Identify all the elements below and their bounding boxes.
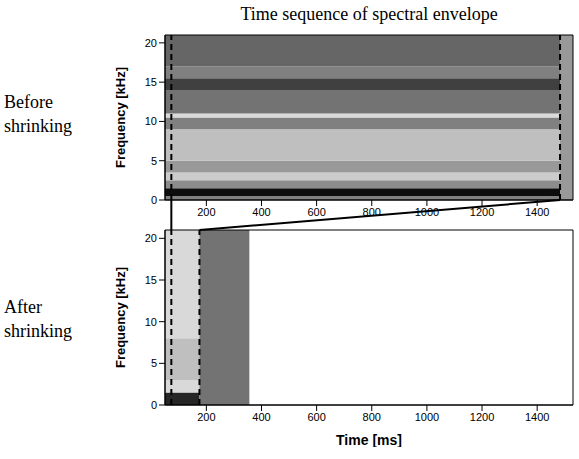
html-text:After shrinking: After shrinking	[4, 297, 72, 341]
svg-text:20: 20	[145, 232, 157, 244]
svg-text:20: 20	[145, 37, 157, 49]
svg-text:400: 400	[252, 411, 270, 423]
svg-text:800: 800	[363, 206, 381, 218]
svg-text:1200: 1200	[470, 411, 494, 423]
svg-text:0: 0	[151, 194, 157, 206]
svg-text:1200: 1200	[470, 206, 494, 218]
svg-text:1000: 1000	[415, 206, 439, 218]
svg-text:10: 10	[145, 115, 157, 127]
svg-text:Frequency [kHz]: Frequency [kHz]	[113, 67, 128, 168]
svg-text:0: 0	[151, 399, 157, 411]
html-text:Before shrinking: Before shrinking	[4, 92, 72, 136]
svg-text:1400: 1400	[525, 411, 549, 423]
svg-text:5: 5	[151, 155, 157, 167]
svg-text:5: 5	[151, 357, 157, 369]
svg-text:200: 200	[197, 206, 215, 218]
svg-text:600: 600	[307, 411, 325, 423]
svg-text:1000: 1000	[415, 411, 439, 423]
svg-text:200: 200	[197, 411, 215, 423]
svg-text:800: 800	[363, 411, 381, 423]
svg-text:10: 10	[145, 316, 157, 328]
svg-text:Frequency [kHz]: Frequency [kHz]	[113, 267, 128, 368]
svg-text:15: 15	[145, 76, 157, 88]
html-text:Time sequence of spectral enve: Time sequence of spectral envelope	[240, 4, 498, 24]
svg-text:600: 600	[307, 206, 325, 218]
svg-text:400: 400	[252, 206, 270, 218]
svg-text:1400: 1400	[525, 206, 549, 218]
svg-text:Time [ms]: Time [ms]	[336, 432, 402, 447]
svg-text:15: 15	[145, 274, 157, 286]
